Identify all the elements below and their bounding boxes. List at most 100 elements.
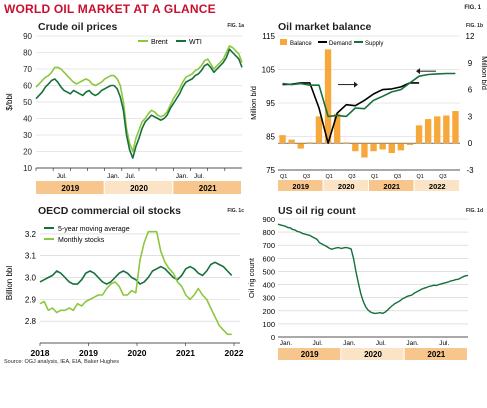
crude-year-label: 2019 <box>61 184 79 193</box>
rigs-ytick-label: 700 <box>262 241 275 250</box>
balance-ytick-left: 115 <box>262 32 275 41</box>
balance-year-label: 2021 <box>383 182 400 191</box>
balance-bar <box>379 143 386 150</box>
rigs-year-label: 2019 <box>301 350 319 359</box>
rigs-year-band <box>278 348 341 360</box>
crude-ytick-label: 30 <box>23 131 32 140</box>
crude-ytick-label: 20 <box>23 148 32 157</box>
crude-quarter-label: Jul. <box>57 173 67 180</box>
crude-prices-title: Crude oil prices <box>38 21 118 33</box>
market-balance-title: Oil market balance <box>278 21 372 33</box>
balance-bar <box>315 116 323 144</box>
crude-ytick-label: 80 <box>23 49 32 58</box>
oecd-xtick-label: 2018 <box>31 348 50 358</box>
balance-quarter-label: Q3 <box>394 174 401 180</box>
crude-year-label: 2021 <box>199 184 217 193</box>
rigs-ytick-label: 200 <box>262 307 275 316</box>
market-balance-fig: FIG. 1b <box>466 23 483 29</box>
balance-bar <box>443 115 450 144</box>
balance-ytick-right: 6 <box>468 86 473 95</box>
rigs-ytick-label: 300 <box>262 294 275 303</box>
balance-bar <box>406 143 414 145</box>
page-fig-label: FIG. 1 <box>464 5 481 11</box>
market-balance-chart: 75 85 95 105 115 -3 0 3 6 9 12 Million b/d Million b… <box>249 32 487 191</box>
crude-ytick-label: 40 <box>23 115 32 124</box>
crude-prices-chart: 10 20 30 40 50 60 70 80 90 $/bbl Jul. Jan. Jul. Jan. J… <box>5 32 243 194</box>
balance-legend-label: Balance <box>290 41 312 47</box>
header-bar: WORLD OIL MARKET AT A GLANCE FIG. 1 <box>0 0 487 17</box>
balance-ytick-right: 0 <box>468 139 473 148</box>
balance-quarter-label: Q3 <box>439 174 446 180</box>
oecd-stocks-fig: FIG. 1c <box>227 208 244 214</box>
crude-ylabel: $/bbl <box>5 93 14 111</box>
balance-bar <box>397 143 405 151</box>
balance-bar <box>352 143 359 152</box>
balance-bar <box>333 113 341 144</box>
market-balance-panel: Oil market balance FIG. 1b 75 85 95 105 115 -… <box>249 20 487 195</box>
source-note: Source: OGJ analysis, IEA, EIA, Baker Hu… <box>4 359 119 365</box>
crude-ytick-label: 90 <box>23 32 32 41</box>
rigs-ylabel: Oil rig count <box>247 257 256 298</box>
balance-quarter-label: Q3 <box>303 174 310 180</box>
rigs-series-line <box>277 223 469 315</box>
oecd-xtick-label: 2019 <box>79 348 98 358</box>
balance-ytick-left: 95 <box>266 99 275 108</box>
crude-series-line-brent <box>35 45 243 153</box>
balance-year-band <box>369 180 414 191</box>
balance-bar <box>370 143 377 152</box>
oecd-legend-label: 5-year moving average <box>58 226 130 233</box>
balance-bar <box>388 143 395 154</box>
crude-ytick-label: 70 <box>23 65 32 74</box>
balance-ylabel-left: Million b/d <box>249 86 258 120</box>
rig-count-chart: 0 100 200 300 400 500 600 700 800 900 Oil rig coun… <box>247 215 469 360</box>
oecd-ytick-label: 2.9 <box>25 295 37 304</box>
balance-ytick-right: 12 <box>466 32 475 41</box>
crude-quarter-label: Jul. <box>194 173 204 180</box>
balance-quarter-label: Q1 <box>417 174 424 180</box>
crude-prices-fig: FIG. 1a <box>227 23 244 29</box>
balance-year-label: 2022 <box>429 182 446 191</box>
rigs-quarter-label: Jan. <box>406 340 418 347</box>
balance-year-band <box>414 180 459 191</box>
balance-ytick-right: 9 <box>468 59 473 68</box>
oecd-stocks-title: OECD commercial oil stocks <box>38 205 181 217</box>
rigs-quarter-label: Jan. <box>280 340 292 347</box>
balance-bar <box>434 116 441 144</box>
balance-ytick-right: -3 <box>466 166 474 175</box>
balance-legend-label: Demand <box>329 41 352 47</box>
balance-ytick-left: 105 <box>262 66 276 75</box>
balance-quarter-label: Q1 <box>280 174 287 180</box>
page-title: WORLD OIL MARKET AT A GLANCE <box>4 2 216 16</box>
crude-quarter-label: Jan. <box>107 173 119 180</box>
oecd-xtick-label: 2020 <box>128 348 147 358</box>
rigs-quarter-label: Jul. <box>376 340 386 347</box>
balance-ytick-left: 85 <box>266 133 275 142</box>
crude-series-line-wti <box>35 48 243 159</box>
crude-ytick-label: 10 <box>23 164 32 173</box>
balance-series-line-supply <box>282 72 456 118</box>
rigs-ytick-label: 500 <box>262 267 275 276</box>
balance-bar <box>306 142 314 144</box>
rigs-quarter-label: Jan. <box>343 340 355 347</box>
balance-bar <box>279 135 286 144</box>
rigs-quarter-label: Jul. <box>439 340 449 347</box>
crude-quarter-label: Jul. <box>125 173 135 180</box>
oecd-series-line <box>39 230 232 336</box>
rigs-ytick-label: 0 <box>271 333 275 342</box>
crude-year-band <box>36 181 104 194</box>
rig-count-title: US oil rig count <box>278 205 356 217</box>
crude-year-band <box>104 181 173 194</box>
rigs-year-band <box>404 348 467 360</box>
balance-bar <box>361 143 368 158</box>
rig-count-fig: FIG. 1d <box>466 208 483 214</box>
oecd-series-line <box>39 261 233 285</box>
balance-ytick-right: 3 <box>468 112 473 121</box>
crude-legend-label: WTI <box>189 39 202 46</box>
oecd-xtick-label: 2021 <box>176 348 195 358</box>
oecd-ylabel: Billion bbl <box>5 266 14 300</box>
balance-bar <box>288 139 295 144</box>
balance-bar <box>415 125 423 144</box>
oecd-legend-label: Monthly stocks <box>58 237 105 244</box>
oecd-ytick-label: 3.1 <box>25 252 37 261</box>
balance-bar <box>343 142 350 144</box>
